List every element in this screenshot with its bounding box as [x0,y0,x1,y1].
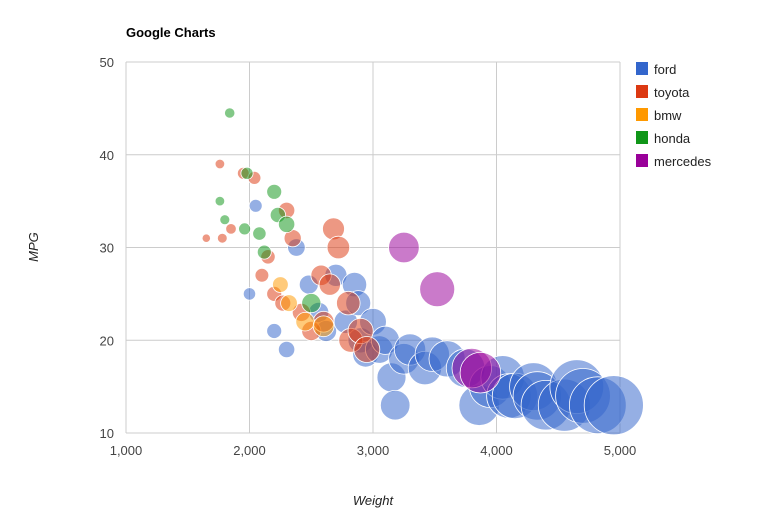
bubble-honda[interactable] [224,107,236,119]
y-tick-label: 50 [100,55,114,70]
bubble-honda[interactable] [277,215,296,233]
y-tick-label: 10 [100,426,114,441]
x-tick-label: 5,000 [604,443,637,458]
legend-label-ford: ford [654,62,676,77]
bubble-bmw[interactable] [295,312,315,332]
bubble-honda[interactable] [219,214,231,226]
bubble-toyota[interactable] [336,290,361,316]
bubble-honda[interactable] [238,222,252,236]
chart-title: Google Charts [126,25,216,40]
bubble-honda[interactable] [252,226,267,241]
axis-labels: 1,000 2,000 3,000 4,000 5,000 10 20 30 40 50 [100,55,637,458]
bubble-toyota[interactable] [217,232,228,244]
y-tick-label: 40 [100,148,114,163]
legend-label-bmw: bmw [654,108,682,123]
bubble-mercedes[interactable] [419,271,456,308]
y-axis-title: MPG [26,232,41,262]
legend-label-mercedes: mercedes [654,154,712,169]
x-tick-label: 1,000 [110,443,143,458]
x-tick-label: 4,000 [480,443,513,458]
bubble-toyota[interactable] [225,223,237,235]
bubble-bmw[interactable] [312,315,335,338]
legend-label-honda: honda [654,131,691,146]
bubble-toyota[interactable] [201,233,211,243]
bubble-layer [201,107,644,436]
bubble-honda[interactable] [240,166,254,180]
bubble-ford[interactable] [248,198,263,213]
legend-swatch-toyota [636,85,648,98]
legend: ford toyota bmw honda mercedes [636,62,712,169]
legend-swatch-honda [636,131,648,144]
bubble-ford[interactable] [266,323,283,339]
x-tick-label: 2,000 [233,443,266,458]
bubble-toyota[interactable] [254,267,270,283]
bubble-ford[interactable] [242,287,257,301]
bubble-honda[interactable] [256,244,272,260]
x-tick-label: 3,000 [357,443,390,458]
bubble-honda[interactable] [301,293,322,314]
bubble-honda[interactable] [266,183,283,200]
bubble-mercedes[interactable] [459,352,502,394]
legend-swatch-ford [636,62,648,75]
legend-label-toyota: toyota [654,85,690,100]
y-tick-label: 20 [100,333,114,348]
grid-lines [125,61,621,434]
x-axis-title: Weight [353,493,395,508]
bubble-toyota[interactable] [318,273,341,296]
legend-swatch-bmw [636,108,648,121]
bubble-honda[interactable] [214,195,226,207]
bubble-mercedes[interactable] [388,231,420,264]
bubble-ford[interactable] [380,390,411,421]
bubble-ford[interactable] [583,375,644,436]
bubble-bmw[interactable] [280,294,298,312]
bubble-bmw[interactable] [272,276,289,293]
bubble-toyota[interactable] [353,336,381,363]
bubble-toyota[interactable] [214,158,226,170]
y-tick-label: 30 [100,241,114,256]
bubble-toyota[interactable] [326,235,351,260]
legend-swatch-mercedes [636,154,648,167]
bubble-ford[interactable] [277,340,296,359]
